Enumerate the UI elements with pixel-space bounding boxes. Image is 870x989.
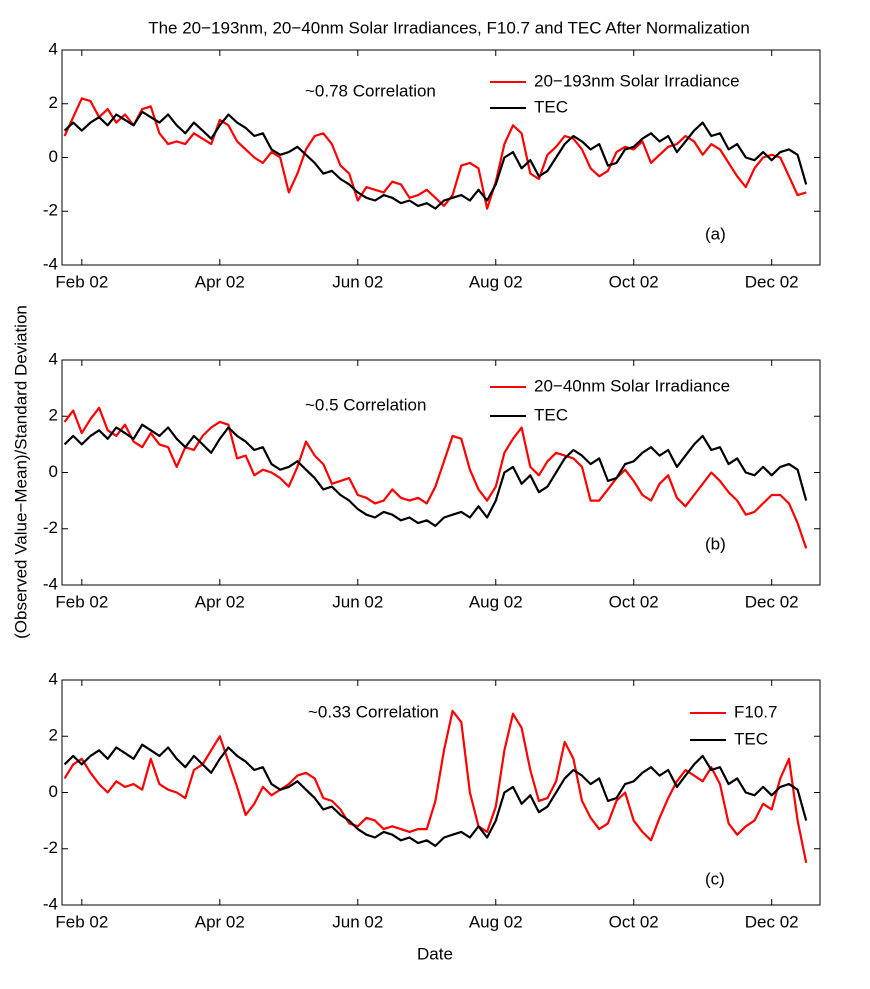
x-tick-label: Feb 02 [55, 272, 108, 291]
annotation: ~0.33 Correlation [308, 702, 439, 721]
legend-label: 20−193nm Solar Irradiance [534, 71, 740, 90]
series-line [63, 110, 808, 210]
x-tick-label: Oct 02 [609, 592, 659, 611]
y-axis-label: (Observed Value−Mean)/Standard Deviation [11, 305, 30, 639]
annotation: ~0.78 Correlation [305, 81, 436, 100]
series-line [63, 709, 808, 864]
y-tick-label: -4 [43, 894, 58, 913]
x-tick-label: Jun 02 [332, 272, 383, 291]
y-tick-label: -4 [43, 254, 58, 273]
x-tick-label: Oct 02 [609, 272, 659, 291]
legend-label: F10.7 [734, 702, 777, 721]
series-line [63, 743, 808, 847]
y-tick-label: 0 [49, 462, 58, 481]
y-tick-label: -2 [43, 201, 58, 220]
x-tick-label: Feb 02 [55, 592, 108, 611]
x-tick-label: Dec 02 [745, 592, 799, 611]
panel-label: (a) [705, 224, 726, 243]
plot-area [62, 50, 820, 265]
annotation: ~0.5 Correlation [305, 395, 426, 414]
x-tick-label: Dec 02 [745, 272, 799, 291]
panel-label: (b) [705, 534, 726, 553]
y-tick-label: 2 [49, 406, 58, 425]
legend-label: 20−40nm Solar Irradiance [534, 376, 730, 395]
legend-label: TEC [734, 729, 768, 748]
panel-label: (c) [705, 869, 725, 888]
x-tick-label: Feb 02 [55, 912, 108, 931]
y-tick-label: -2 [43, 838, 58, 857]
series-line [63, 97, 807, 210]
axes-box [61, 49, 821, 266]
x-tick-label: Apr 02 [195, 592, 245, 611]
x-tick-label: Jun 02 [332, 912, 383, 931]
y-tick-label: 4 [49, 39, 58, 58]
y-tick-label: 0 [49, 147, 58, 166]
legend-label: TEC [534, 405, 568, 424]
y-tick-label: -2 [43, 518, 58, 537]
y-tick-label: -4 [43, 574, 58, 593]
x-tick-label: Aug 02 [469, 912, 523, 931]
chart-title: The 20−193nm, 20−40nm Solar Irradiances,… [148, 18, 750, 37]
x-axis-label: Date [417, 944, 453, 963]
plot-area [62, 680, 820, 905]
y-tick-label: 2 [49, 726, 58, 745]
x-tick-label: Apr 02 [195, 912, 245, 931]
series-line [63, 406, 808, 549]
y-tick-label: 0 [49, 782, 58, 801]
x-tick-label: Jun 02 [332, 592, 383, 611]
x-tick-label: Aug 02 [469, 272, 523, 291]
y-tick-label: 4 [49, 669, 58, 688]
x-tick-label: Oct 02 [609, 912, 659, 931]
legend-label: TEC [534, 97, 568, 116]
x-tick-label: Aug 02 [469, 592, 523, 611]
y-tick-label: 2 [49, 93, 58, 112]
axes-box [61, 679, 821, 906]
x-tick-label: Apr 02 [195, 272, 245, 291]
y-tick-label: 4 [49, 349, 58, 368]
x-tick-label: Dec 02 [745, 912, 799, 931]
axes-box [61, 359, 821, 586]
series-line [63, 423, 808, 527]
